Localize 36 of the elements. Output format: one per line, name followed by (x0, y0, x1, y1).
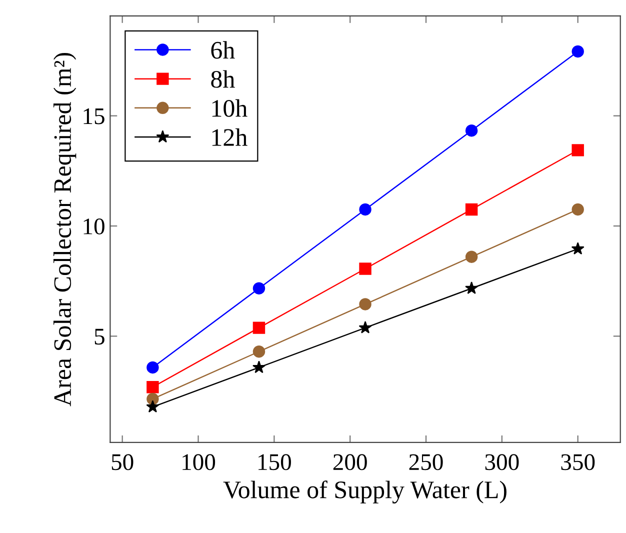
point (465, 282, 478, 294)
point (359, 298, 372, 310)
x-tick-label: 300 (485, 454, 519, 470)
point (572, 45, 584, 58)
point (572, 144, 584, 156)
legend-label: 12h (212, 128, 248, 146)
point (359, 203, 372, 216)
legend-label: 8h (211, 70, 235, 88)
x-axis-title: Volume of Supply Water (L) (223, 480, 506, 504)
y-axis-title: Area Solar Collector Required (m²) (53, 52, 76, 406)
point (146, 392, 159, 406)
point (359, 262, 372, 275)
point (465, 250, 478, 263)
point (252, 360, 266, 374)
legend-label: 10h (212, 99, 248, 117)
point (146, 400, 160, 413)
point (252, 345, 266, 358)
y-tick-label: 5 (94, 328, 104, 345)
legend-label: 6h (211, 41, 235, 59)
x-tick-label: 100 (182, 454, 216, 470)
x-tick-label: 200 (333, 454, 367, 470)
y-tick-label: 10 (84, 218, 104, 234)
point (146, 361, 159, 374)
x-tick-label: 150 (258, 454, 291, 470)
point (465, 203, 478, 216)
point (252, 322, 266, 334)
x-tick-label: 50 (112, 454, 134, 470)
point (252, 282, 266, 294)
point (146, 380, 159, 394)
x-tick-label: 250 (409, 454, 443, 470)
point (572, 203, 584, 216)
x-tick-label: 350 (561, 454, 595, 470)
point (571, 242, 584, 255)
y-tick-label: 15 (84, 108, 104, 124)
point (465, 124, 478, 137)
point (358, 320, 372, 334)
